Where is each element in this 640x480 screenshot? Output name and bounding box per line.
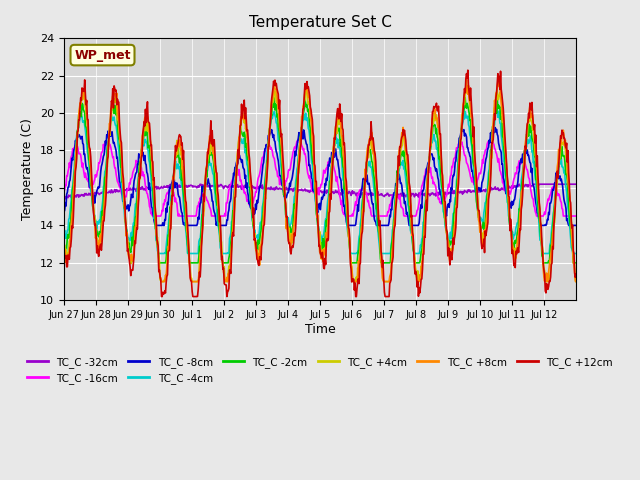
- TC_C +8cm: [572, 279, 580, 285]
- TC_C -32cm: [60, 192, 68, 198]
- TC_C -4cm: [241, 135, 248, 141]
- TC_C +12cm: [241, 97, 248, 103]
- TC_C -4cm: [215, 226, 223, 232]
- TC_C +8cm: [60, 252, 68, 258]
- TC_C -16cm: [260, 153, 268, 159]
- TC_C -8cm: [120, 199, 128, 205]
- Line: TC_C -32cm: TC_C -32cm: [64, 184, 576, 199]
- TC_C +8cm: [402, 146, 410, 152]
- TC_C +8cm: [215, 210, 223, 216]
- TC_C -16cm: [572, 213, 580, 219]
- TC_C -32cm: [241, 184, 248, 190]
- Line: TC_C -4cm: TC_C -4cm: [64, 109, 576, 253]
- TC_C -32cm: [373, 192, 381, 198]
- TC_C -16cm: [374, 213, 381, 219]
- TC_C -2cm: [461, 95, 469, 101]
- Line: TC_C +12cm: TC_C +12cm: [64, 70, 576, 297]
- TC_C -2cm: [120, 205, 128, 211]
- TC_C -16cm: [60, 187, 68, 193]
- TC_C -4cm: [154, 251, 162, 256]
- TC_C -8cm: [572, 223, 580, 228]
- TC_C +4cm: [260, 222, 268, 228]
- TC_C -8cm: [215, 223, 223, 228]
- TC_C +4cm: [215, 206, 223, 212]
- TC_C -8cm: [373, 223, 381, 228]
- TC_C +12cm: [402, 137, 410, 143]
- TC_C +4cm: [403, 158, 410, 164]
- TC_C +8cm: [373, 195, 381, 201]
- TC_C -16cm: [120, 192, 128, 198]
- TC_C -4cm: [402, 177, 410, 182]
- TC_C -2cm: [260, 201, 268, 206]
- TC_C -16cm: [293, 138, 301, 144]
- TC_C -2cm: [572, 260, 580, 266]
- TC_C -2cm: [215, 223, 223, 228]
- TC_C +12cm: [215, 204, 223, 210]
- TC_C -32cm: [121, 187, 129, 193]
- TC_C -8cm: [241, 167, 248, 172]
- TC_C +4cm: [157, 279, 165, 285]
- TC_C -4cm: [572, 251, 580, 256]
- TC_C +8cm: [120, 201, 128, 207]
- TC_C -16cm: [149, 213, 157, 219]
- TC_C -4cm: [120, 206, 128, 212]
- TC_C +12cm: [464, 67, 472, 73]
- Line: TC_C -16cm: TC_C -16cm: [64, 141, 576, 216]
- TC_C -16cm: [215, 213, 223, 219]
- TC_C -4cm: [60, 230, 68, 236]
- TC_C +4cm: [572, 279, 580, 285]
- TC_C +4cm: [241, 120, 248, 126]
- Line: TC_C -2cm: TC_C -2cm: [64, 98, 576, 263]
- TC_C +8cm: [463, 77, 470, 83]
- TC_C -8cm: [152, 223, 160, 228]
- TC_C +12cm: [572, 271, 580, 277]
- TC_C +8cm: [241, 113, 248, 119]
- TC_C -32cm: [61, 196, 68, 202]
- TC_C +12cm: [120, 190, 128, 195]
- Line: TC_C +8cm: TC_C +8cm: [64, 80, 576, 282]
- TC_C -2cm: [402, 166, 410, 172]
- Y-axis label: Temperature (C): Temperature (C): [22, 118, 35, 220]
- TC_C +8cm: [157, 279, 165, 285]
- X-axis label: Time: Time: [305, 323, 335, 336]
- TC_C -8cm: [490, 124, 497, 130]
- TC_C +4cm: [60, 243, 68, 249]
- TC_C +12cm: [60, 246, 68, 252]
- TC_C -2cm: [241, 129, 248, 135]
- TC_C -2cm: [373, 206, 381, 212]
- TC_C -8cm: [260, 160, 268, 166]
- TC_C -4cm: [493, 107, 501, 112]
- Text: WP_met: WP_met: [74, 48, 131, 61]
- TC_C -32cm: [515, 181, 523, 187]
- TC_C +4cm: [302, 86, 310, 92]
- TC_C -4cm: [260, 195, 268, 201]
- TC_C -32cm: [215, 182, 223, 188]
- TC_C -8cm: [60, 209, 68, 215]
- TC_C -32cm: [402, 194, 410, 200]
- TC_C +4cm: [374, 197, 381, 203]
- TC_C -4cm: [373, 221, 381, 227]
- TC_C +8cm: [260, 211, 268, 216]
- Line: TC_C -8cm: TC_C -8cm: [64, 127, 576, 226]
- TC_C +12cm: [260, 223, 268, 228]
- TC_C -2cm: [60, 240, 68, 246]
- Line: TC_C +4cm: TC_C +4cm: [64, 89, 576, 282]
- TC_C +4cm: [120, 195, 128, 201]
- Title: Temperature Set C: Temperature Set C: [248, 15, 392, 30]
- TC_C -2cm: [156, 260, 163, 266]
- TC_C -32cm: [572, 181, 580, 187]
- TC_C +12cm: [158, 294, 166, 300]
- TC_C -32cm: [260, 185, 268, 191]
- TC_C -8cm: [402, 204, 410, 209]
- TC_C +12cm: [373, 185, 381, 191]
- TC_C -16cm: [403, 213, 410, 219]
- Legend: TC_C -32cm, TC_C -16cm, TC_C -8cm, TC_C -4cm, TC_C -2cm, TC_C +4cm, TC_C +8cm, T: TC_C -32cm, TC_C -16cm, TC_C -8cm, TC_C …: [23, 353, 617, 388]
- TC_C -16cm: [241, 190, 248, 196]
